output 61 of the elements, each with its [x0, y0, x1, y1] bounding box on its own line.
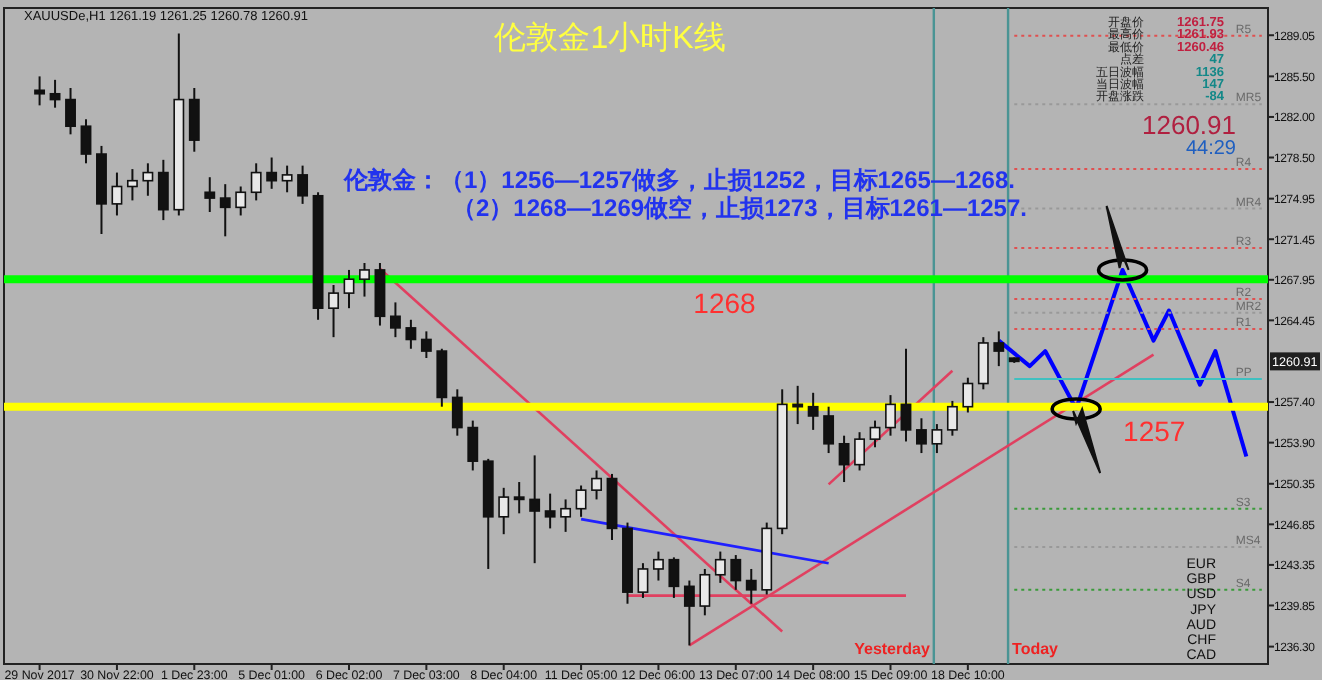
candlestick — [142, 162, 154, 197]
candlestick — [946, 399, 958, 437]
candlestick — [389, 301, 401, 339]
chart-title: 伦敦金1小时K线 — [494, 20, 726, 56]
candlestick — [126, 168, 138, 202]
candlestick — [343, 268, 355, 310]
candlestick — [668, 556, 680, 599]
candlestick — [900, 347, 912, 443]
candlestick — [420, 330, 432, 360]
candlestick — [637, 562, 649, 599]
candlestick — [652, 550, 664, 582]
candlestick — [235, 185, 247, 217]
candlestick — [49, 78, 61, 109]
candlestick — [188, 86, 200, 153]
candlestick — [560, 498, 572, 533]
candlestick — [977, 336, 989, 391]
candlestick — [436, 347, 448, 408]
candlestick — [513, 481, 525, 515]
candlestick — [544, 492, 556, 530]
candlestick — [683, 579, 695, 647]
candlestick — [405, 318, 417, 350]
candlestick — [591, 469, 602, 501]
candlestick — [885, 394, 896, 437]
candlestick — [529, 454, 541, 565]
candlestick — [730, 554, 742, 591]
candlestick — [575, 484, 587, 518]
candlestick — [714, 550, 726, 584]
candlestick — [962, 376, 974, 414]
candlestick — [80, 118, 92, 165]
candlestick — [807, 391, 819, 431]
candlestick — [374, 261, 386, 327]
candlestick — [498, 486, 510, 536]
candlestick — [65, 86, 76, 136]
candlestick — [250, 162, 262, 202]
ref-line-label: 1257 — [1123, 414, 1186, 447]
candlestick — [869, 419, 881, 449]
candlestick — [111, 171, 123, 217]
annotation: Yesterday — [854, 640, 931, 658]
candlestick — [699, 567, 711, 617]
candlestick — [745, 567, 757, 605]
candlestick — [297, 164, 309, 205]
candlestick — [359, 261, 370, 298]
candlestick — [451, 388, 463, 437]
candlestick — [281, 164, 293, 194]
candlestick — [854, 431, 865, 472]
annotation: 44:29 — [1185, 138, 1237, 160]
annotation: Today — [1012, 640, 1060, 658]
candlestick — [916, 417, 927, 455]
candlestick — [931, 423, 943, 455]
candlestick — [993, 330, 1005, 368]
candlestick — [157, 158, 169, 222]
ref-line-label: 1268 — [693, 287, 757, 320]
candlestick — [204, 176, 216, 213]
candlestick — [328, 284, 339, 339]
candlestick — [34, 75, 46, 107]
candlestick — [838, 434, 850, 484]
candlestick — [823, 405, 835, 455]
candlestick — [467, 419, 479, 472]
candlestick — [266, 156, 278, 190]
candlestick — [219, 183, 231, 238]
annotation: 1260.91 — [1142, 110, 1236, 140]
